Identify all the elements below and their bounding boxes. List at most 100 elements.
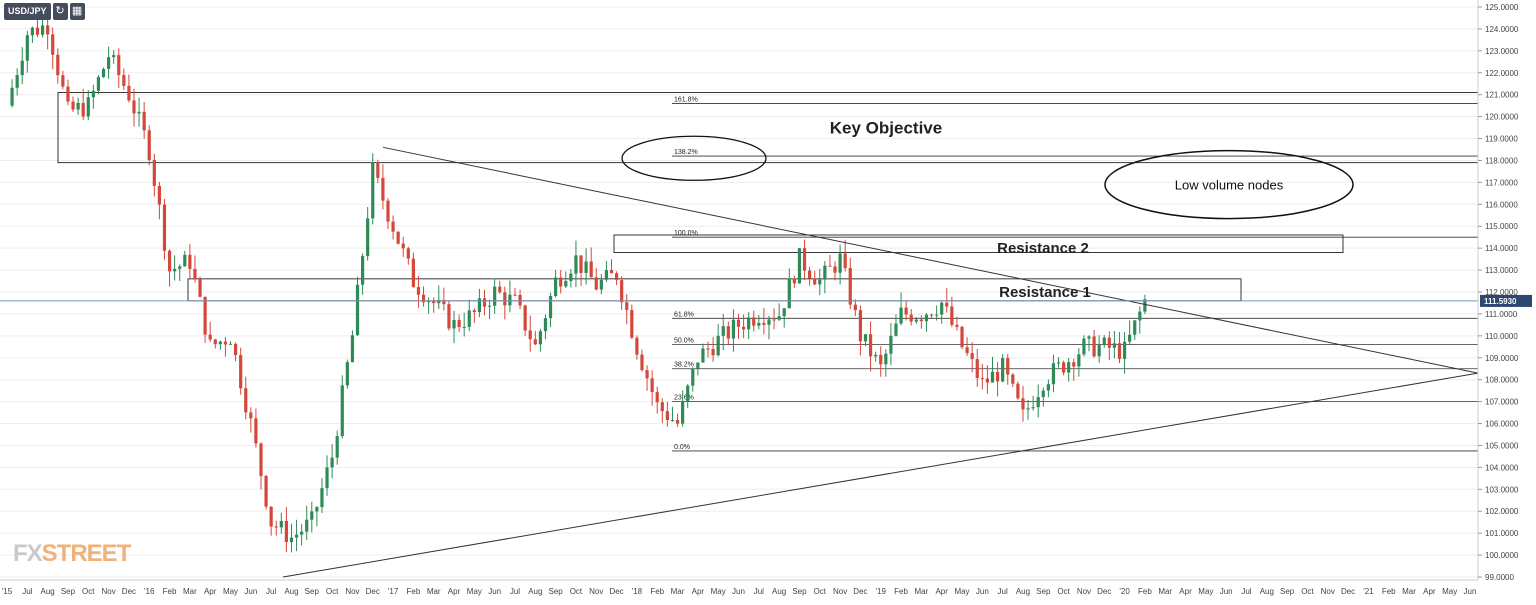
candle-body	[884, 353, 888, 365]
x-tick-label: Aug	[41, 587, 55, 596]
fxstreet-logo: FXSTREET	[13, 540, 132, 568]
candle-body	[904, 307, 908, 315]
zone-box	[613, 234, 1344, 253]
candle-body	[244, 388, 248, 413]
candle-body	[1087, 336, 1091, 339]
candle-body	[650, 378, 654, 393]
candle-body	[848, 268, 852, 305]
candle-body	[797, 248, 802, 284]
y-tick-label: 107.0000	[1485, 398, 1519, 407]
refresh-icon[interactable]: ↻	[52, 3, 68, 20]
candle-body	[960, 326, 964, 348]
y-tick-label: 109.0000	[1485, 354, 1519, 363]
candle-body	[218, 341, 222, 345]
candle-body	[137, 111, 141, 114]
candle-body	[117, 55, 121, 76]
candle-body	[909, 314, 913, 322]
x-tick-label: Nov	[345, 587, 359, 596]
x-tick-label: '18	[632, 587, 643, 596]
x-tick-label: Dec	[609, 587, 623, 596]
candle-body	[203, 296, 207, 335]
candle-body	[513, 294, 517, 296]
candle-body	[106, 57, 111, 69]
y-tick-label: 100.0000	[1485, 551, 1519, 560]
candle-body	[1006, 358, 1010, 375]
candle-body	[284, 520, 288, 543]
candle-body	[935, 314, 939, 316]
candle-body	[157, 185, 161, 205]
candle-body	[985, 378, 990, 383]
candle-body	[660, 402, 664, 412]
candle-body	[239, 355, 243, 389]
candle-body	[391, 221, 395, 232]
fib-level-label: 50.0%	[674, 338, 694, 345]
candle-body	[1122, 341, 1127, 359]
symbol-label[interactable]: USD/JPY	[4, 3, 51, 20]
candle-body	[1021, 398, 1025, 410]
x-tick-label: Feb	[1138, 587, 1152, 596]
candle-body	[823, 265, 827, 280]
fibonacci-levels: 0.0% 23.6% 38.2% 50.0% 61.8% 100.0% 138.2% 161.…	[672, 96, 1478, 452]
x-tick-label: Nov	[101, 587, 115, 596]
candle-body	[1031, 407, 1035, 409]
fib-138-ellipse	[621, 135, 767, 181]
candle-body	[46, 25, 50, 35]
candle-body	[228, 343, 233, 345]
candle-body	[264, 475, 268, 507]
logo-street: STREET	[41, 540, 132, 567]
candle-body	[437, 299, 441, 304]
candle-body	[208, 334, 212, 340]
ascending-trendline	[282, 372, 1479, 578]
x-tick-label: Apr	[1423, 587, 1436, 596]
candle-body	[508, 294, 512, 306]
candle-body	[711, 349, 715, 356]
x-tick-label: Aug	[528, 587, 542, 596]
candle-body	[112, 55, 116, 58]
x-tick-label: Mar	[1402, 587, 1416, 596]
x-tick-label: May	[1198, 587, 1213, 596]
annotations: 111.5930 Key Objective Resistance 2 Resista…	[0, 119, 1532, 307]
candle-body	[386, 200, 390, 222]
candle-body	[178, 266, 182, 269]
fib-level-label: 61.8%	[674, 311, 694, 318]
candle-body	[965, 347, 969, 354]
candle-body	[604, 270, 609, 280]
last-price-tag	[1480, 294, 1532, 307]
candle-body	[782, 308, 786, 317]
candle-body	[259, 443, 263, 476]
x-tick-label: Apr	[935, 587, 948, 596]
calendar-icon[interactable]: ▦	[69, 3, 85, 20]
x-tick-label: Aug	[1260, 587, 1274, 596]
y-tick-label: 110.0000	[1485, 332, 1518, 341]
candle-body	[681, 400, 685, 424]
candle-body	[1097, 345, 1101, 357]
candle-body	[381, 177, 385, 201]
candle-body	[66, 86, 70, 102]
candle-body	[396, 231, 400, 244]
candle-body	[432, 300, 436, 304]
candle-body	[1056, 362, 1061, 364]
candle-body	[447, 304, 451, 329]
x-tick-label: Jun	[244, 587, 257, 596]
candle-body	[889, 335, 893, 354]
y-tick-label: 116.0000	[1485, 200, 1518, 209]
candle-body	[498, 286, 502, 293]
x-tick-label: Jul	[510, 587, 520, 596]
candle-body	[792, 278, 796, 284]
candle-body	[533, 339, 537, 345]
y-tick-label: 103.0000	[1485, 485, 1519, 494]
candle-body	[442, 299, 446, 305]
candle-body	[802, 248, 807, 271]
candle-body	[274, 526, 278, 528]
candle-body	[25, 35, 29, 61]
candle-body	[371, 162, 375, 219]
candle-body	[1041, 390, 1045, 398]
x-tick-label: Dec	[853, 587, 867, 596]
x-tick-label: Jul	[1241, 587, 1251, 596]
candle-body	[345, 362, 349, 386]
candle-body	[310, 511, 314, 520]
time-axis: '15 Jul Aug Sep Oct Nov Dec '16 Feb Mar Apr May Jun J…	[0, 579, 1478, 596]
candle-body	[828, 265, 832, 267]
candle-body	[76, 102, 80, 110]
